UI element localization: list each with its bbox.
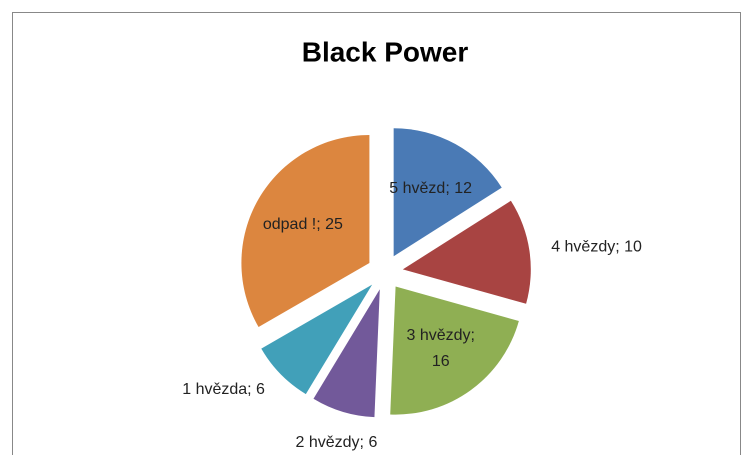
chart-title: Black Power <box>302 36 469 67</box>
pie-slice <box>390 286 519 415</box>
data-label: 2 hvězdy; 6 <box>296 434 378 451</box>
chart-frame <box>12 12 741 455</box>
data-label: 4 hvězdy; 10 <box>551 239 642 256</box>
pie-slice <box>313 289 380 418</box>
data-label: 1 hvězda; 6 <box>182 381 265 398</box>
pie-slice <box>402 200 531 304</box>
pie-slice <box>261 284 373 395</box>
data-label-box: odpad !; 25 <box>262 215 343 233</box>
data-label: 5 hvězd; 12 <box>389 179 473 197</box>
data-label-box: 5 hvězd; 12 <box>389 179 473 197</box>
pie-slice <box>393 128 502 257</box>
data-label: 3 hvězdy; 16 <box>406 326 475 370</box>
data-label-box: 3 hvězdy; 16 <box>406 326 475 370</box>
data-label: odpad !; 25 <box>262 215 343 233</box>
pie-slice <box>241 135 370 327</box>
